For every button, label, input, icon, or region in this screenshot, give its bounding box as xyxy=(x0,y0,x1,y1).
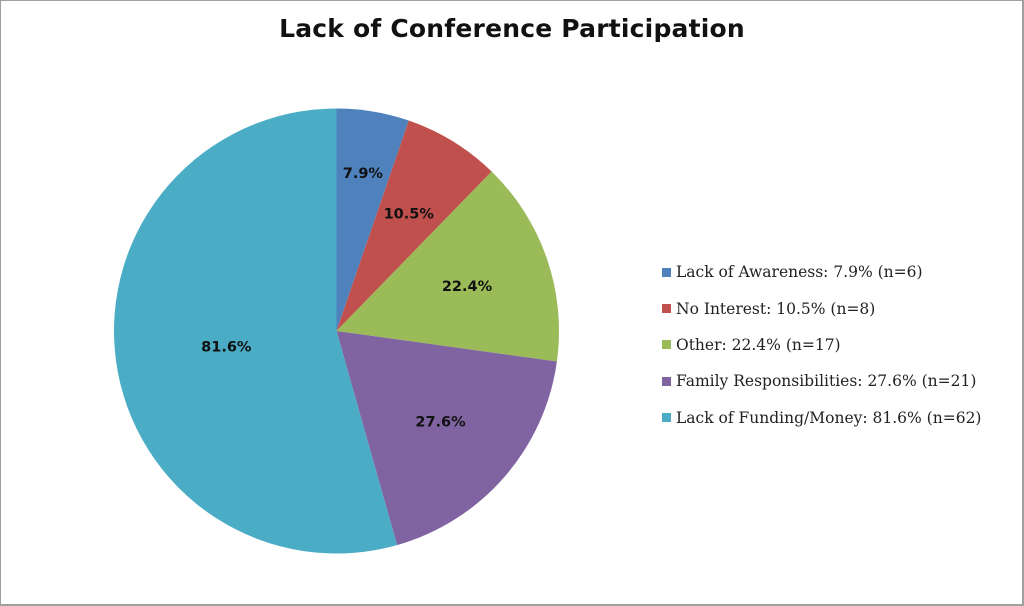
legend-swatch-icon xyxy=(662,304,671,314)
pie-data-labels: 7.9% 10.5% 22.4% 27.6% 81.6% xyxy=(201,166,492,431)
legend-item-no-interest: No Interest: 10.5% (n=8) xyxy=(662,290,981,326)
legend-item-other: Other: 22.4% (n=17) xyxy=(662,327,981,363)
data-label: 10.5% xyxy=(384,206,435,222)
legend-item-family-responsibilities: Family Responsibilities: 27.6% (n=21) xyxy=(662,363,981,399)
data-label: 22.4% xyxy=(442,279,493,295)
data-label: 7.9% xyxy=(343,166,384,182)
pie-slice-other xyxy=(336,171,559,362)
data-label: 27.6% xyxy=(415,415,466,431)
chart-title: Lack of Conference Participation xyxy=(279,14,745,43)
pie-slice-lack-of-awareness xyxy=(336,108,409,331)
legend-item-lack-of-funding: Lack of Funding/Money: 81.6% (n=62) xyxy=(662,400,981,436)
pie-slice-no-interest xyxy=(336,120,492,331)
legend-label: Family Responsibilities: 27.6% (n=21) xyxy=(676,372,977,391)
legend-label: Lack of Awareness: 7.9% (n=6) xyxy=(676,263,923,282)
legend: Lack of Awareness: 7.9% (n=6) No Interes… xyxy=(662,254,981,436)
legend-label: Other: 22.4% (n=17) xyxy=(676,335,841,354)
data-label: 81.6% xyxy=(201,339,252,355)
pie-slices xyxy=(114,108,559,554)
legend-swatch-icon xyxy=(662,267,671,277)
legend-swatch-icon xyxy=(662,376,671,386)
legend-label: No Interest: 10.5% (n=8) xyxy=(676,299,876,318)
legend-swatch-icon xyxy=(662,340,671,350)
legend-item-lack-of-awareness: Lack of Awareness: 7.9% (n=6) xyxy=(662,254,981,290)
pie-slice-family-responsibilities xyxy=(336,331,557,546)
legend-swatch-icon xyxy=(662,413,671,423)
legend-label: Lack of Funding/Money: 81.6% (n=62) xyxy=(676,408,982,427)
pie-slice-lack-of-funding-money xyxy=(114,108,398,554)
